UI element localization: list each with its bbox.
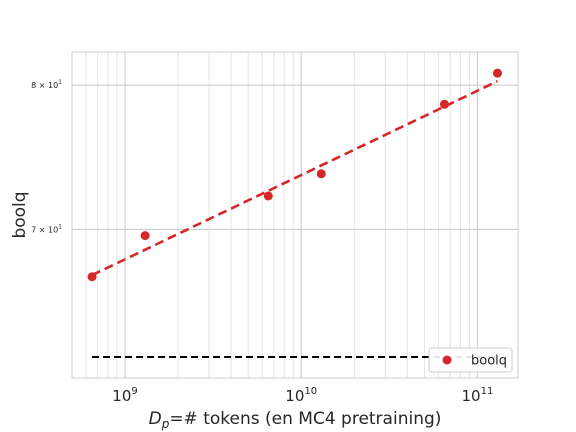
legend-label-boolq: boolq bbox=[471, 354, 507, 369]
plot-frame bbox=[71, 51, 519, 379]
data-point-boolq bbox=[492, 68, 502, 78]
y-axis-label: boolq bbox=[10, 191, 30, 238]
data-point-boolq bbox=[263, 191, 273, 201]
plot-area bbox=[72, 52, 518, 378]
x-tick-label: 109 bbox=[112, 386, 137, 405]
x-axis-label: Dp=# tokens (en MC4 pretraining) bbox=[149, 409, 442, 431]
major-gridlines bbox=[72, 52, 518, 378]
series-layer bbox=[87, 68, 502, 358]
fit-line bbox=[91, 80, 499, 277]
minor-gridlines bbox=[71, 52, 470, 378]
data-point-boolq bbox=[140, 231, 150, 241]
x-tick-label: 1010 bbox=[285, 386, 317, 405]
x-tick-label: 1011 bbox=[461, 386, 493, 405]
data-point-boolq bbox=[316, 169, 326, 179]
y-tick-label: 7 × 101 bbox=[31, 223, 62, 234]
legend: boolq bbox=[428, 347, 513, 373]
data-point-boolq bbox=[439, 99, 449, 109]
legend-box bbox=[428, 347, 513, 373]
x-tick-labels: 109 1010 1011 bbox=[112, 386, 493, 405]
y-tick-labels: 7 × 101 8 × 101 bbox=[31, 79, 62, 234]
legend-marker-boolq bbox=[442, 355, 452, 365]
y-tick-label: 8 × 101 bbox=[31, 79, 62, 90]
data-point-boolq bbox=[87, 272, 97, 282]
